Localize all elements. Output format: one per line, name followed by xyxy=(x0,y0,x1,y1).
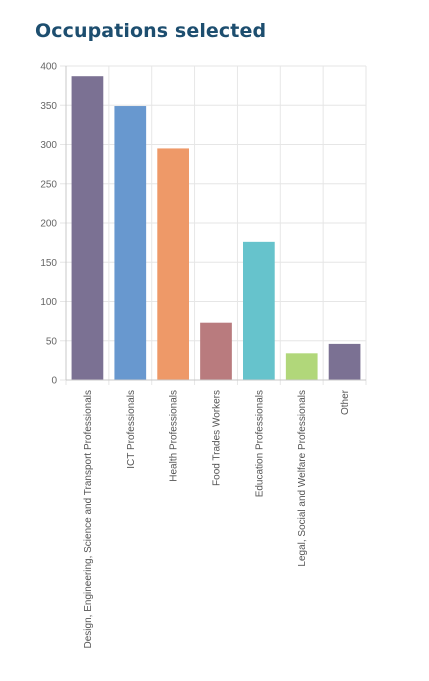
bar[interactable] xyxy=(71,76,104,380)
bar[interactable] xyxy=(285,353,318,380)
y-tick-label: 100 xyxy=(40,297,57,308)
axes xyxy=(65,66,366,381)
x-tick-label: Legal, Social and Welfare Professionals xyxy=(297,390,308,567)
bar[interactable] xyxy=(114,106,147,380)
bar[interactable] xyxy=(243,241,275,380)
x-tick-label: Health Professionals xyxy=(169,390,180,482)
bar[interactable] xyxy=(200,322,232,380)
x-tick-label: Food Trades Workers xyxy=(212,390,223,486)
y-tick-label: 300 xyxy=(40,140,57,151)
y-tick-label: 150 xyxy=(40,258,57,269)
x-tick-label: Design, Engineering, Science and Transpo… xyxy=(83,390,94,648)
axis-labels: 0 50 100 150 200 250 300 350 400 Design, Engineer… xyxy=(40,62,351,649)
y-tick-label: 250 xyxy=(40,179,57,190)
y-tick-label: 200 xyxy=(40,219,57,230)
bars xyxy=(71,76,361,380)
x-tick-label: Other xyxy=(340,389,351,415)
x-tick-label: Education Professionals xyxy=(254,390,265,497)
y-tick-label: 400 xyxy=(40,62,57,73)
y-tick-label: 0 xyxy=(51,376,57,387)
y-tick-label: 350 xyxy=(40,101,57,112)
bar[interactable] xyxy=(157,148,189,380)
bar[interactable] xyxy=(328,343,361,380)
page-title: Occupations selected xyxy=(35,20,267,42)
x-tick-label: ICT Professionals xyxy=(126,390,137,469)
y-tick-label: 50 xyxy=(46,336,58,347)
